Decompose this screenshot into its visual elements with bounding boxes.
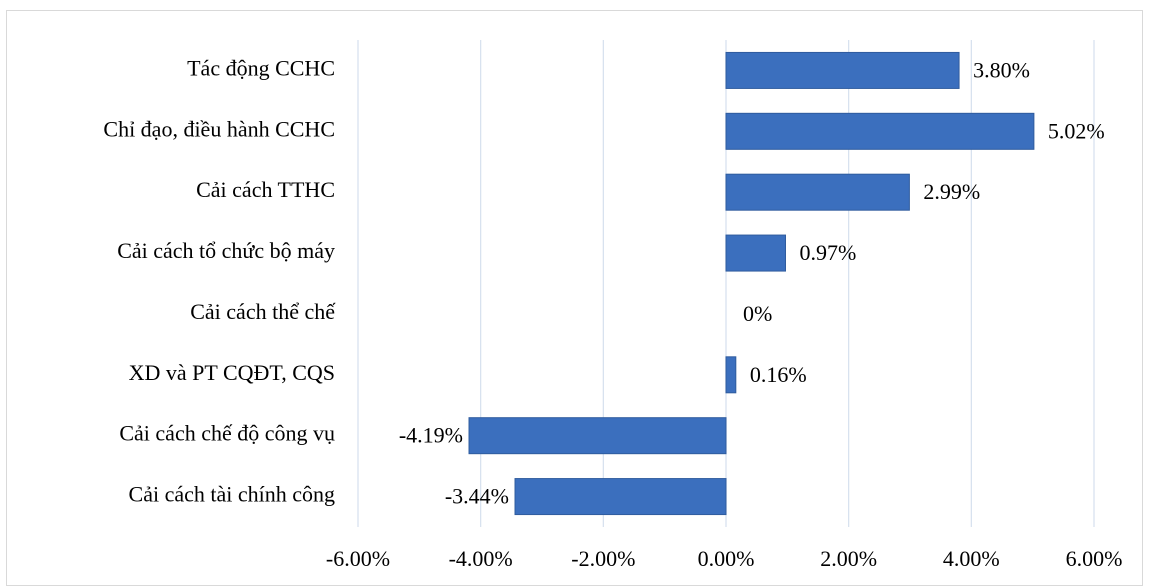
value-label: 0.16% [750,362,807,387]
value-label: 0.97% [799,240,856,265]
x-tick-label: 2.00% [820,546,877,571]
y-tick-label: Cải cách chế độ công vụ [119,421,335,446]
bar [725,356,737,394]
x-tick-label: 6.00% [1066,546,1123,571]
y-tick-label: Cải cách tài chính công [129,482,335,507]
x-tick-label: -6.00% [326,546,390,571]
bar [468,417,727,455]
bar [725,234,786,272]
value-label: 2.99% [923,179,980,204]
y-tick-label: Tác động CCHC [187,55,335,80]
value-label: 3.80% [973,57,1030,82]
y-tick-label: Chỉ đạo, điều hành CCHC [103,116,335,141]
x-tick-label: -4.00% [449,546,513,571]
value-label: -4.19% [399,423,463,448]
x-tick-label: -2.00% [571,546,635,571]
y-tick-label: Cải cách thể chế [190,299,336,324]
bar [514,478,727,516]
value-label: -3.44% [445,484,509,509]
value-label: 0% [743,301,772,326]
bar [725,173,910,211]
x-tick-label: 4.00% [943,546,1000,571]
y-tick-label: Cải cách TTHC [196,177,335,202]
bar [725,51,960,89]
y-tick-label: Cải cách tổ chức bộ máy [117,238,335,263]
value-label: 5.02% [1048,118,1105,143]
bar [725,112,1035,150]
y-tick-label: XD và PT CQĐT, CQS [129,360,335,385]
x-tick-label: 0.00% [698,546,755,571]
